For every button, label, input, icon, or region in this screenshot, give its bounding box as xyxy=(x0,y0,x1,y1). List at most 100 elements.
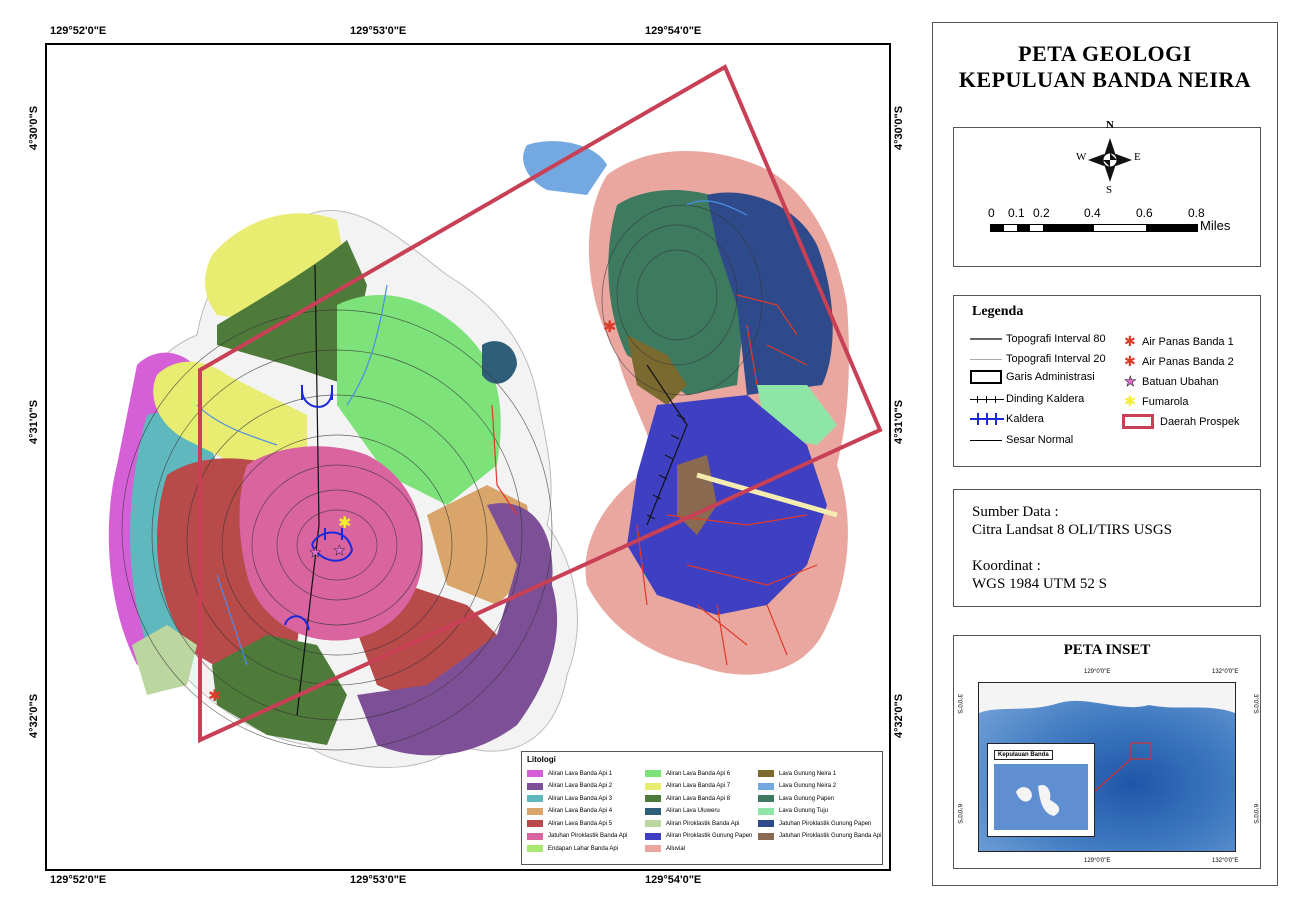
litologi-swatch xyxy=(527,832,543,840)
hotspring-2-marker: ✱ xyxy=(208,686,221,705)
inset-tick-bottom-1: 129°0'0"E xyxy=(1084,858,1111,864)
inset-map[interactable]: Kepulauan Banda xyxy=(978,682,1236,852)
inset-islands xyxy=(1016,784,1060,816)
litologi-swatch xyxy=(527,820,543,827)
coord-bottom-3: 129°54'0"E xyxy=(645,874,702,886)
map-canvas: ✱ ✱ ✱ ★ ★ xyxy=(108,64,883,768)
inset-tick-left-2: 6°0'0"S xyxy=(956,804,962,824)
scale-tick-0: 0 xyxy=(988,206,995,220)
coord-left-2: 4°31'0"S xyxy=(28,399,40,444)
litologi-swatch xyxy=(527,770,543,777)
scale-bar xyxy=(990,224,1198,232)
litologi-swatch xyxy=(758,782,774,790)
fumarole-marker: ✱ xyxy=(338,513,351,532)
scale-tick-1: 0.1 xyxy=(1008,206,1025,220)
fumarole-icon: ✱ xyxy=(1124,393,1136,409)
litologi-swatch xyxy=(527,845,543,852)
litologi-swatch xyxy=(758,807,774,815)
legend-altered: ★ Batuan Ubahan xyxy=(1124,373,1219,390)
coord-right-1: 4°30'0"S xyxy=(893,105,905,150)
litologi-swatch xyxy=(645,832,661,840)
inset-tick-top-1: 129°0'0"E xyxy=(1084,669,1111,675)
unit-lava-api-7-west xyxy=(153,361,307,465)
north-label: N xyxy=(1106,119,1114,131)
legend-hotspring-2: ✱ Air Panas Banda 2 xyxy=(1124,353,1234,369)
litologi-item: Lava Gunung Papen xyxy=(758,795,834,802)
fault-lines xyxy=(296,264,688,716)
litologi-label: Aliran Lava Uluweru xyxy=(666,808,720,814)
litologi-swatch xyxy=(527,782,543,790)
litologi-swatch xyxy=(645,820,661,827)
east-label: E xyxy=(1134,151,1141,163)
litologi-label: Aliran Lava Banda Api 4 xyxy=(548,808,613,814)
north-arrow-icon xyxy=(1088,138,1132,182)
side-panel: PETA GEOLOGI KEPULUAN BANDA NEIRA N S W … xyxy=(932,22,1278,886)
litologi-label: Lava Gunung Papen xyxy=(779,795,835,802)
scale-unit: Miles xyxy=(1200,218,1231,233)
map-title-line2: KEPULUAN BANDA NEIRA xyxy=(958,67,1252,92)
inset-pointer xyxy=(1094,758,1132,792)
litologi-label: Lava Gunung Neira 2 xyxy=(779,783,837,789)
unit-pyro-banda-api-east xyxy=(677,455,717,535)
litologi-label: Endapan Lahar Banda Api xyxy=(548,845,619,852)
legend-fumarole: ✱ Fumarola xyxy=(1124,393,1189,409)
source-label: Sumber Data : xyxy=(972,504,1059,520)
litologi-swatch xyxy=(645,770,661,777)
litologi-item: Aliran Lava Banda Api 3 xyxy=(527,795,612,802)
caldera-arcs xyxy=(284,385,354,631)
coord-bottom-1: 129°52'0"E xyxy=(50,874,107,886)
unit-pyro-flow xyxy=(132,625,197,695)
litologi-item: Aliran Piroklastik Gunung Papen xyxy=(645,832,753,840)
coord-top-1: 129°52'0"E xyxy=(50,25,107,37)
litologi-item: Aliran Piroklastik Banda Api xyxy=(645,820,739,827)
prospect-area xyxy=(198,64,883,744)
west-label: W xyxy=(1076,151,1087,163)
litologi-swatch xyxy=(527,795,543,802)
litologi-swatch xyxy=(645,782,661,790)
litologi-item: Jatuhan Piroklastik Banda Api xyxy=(527,832,627,840)
coord-right-2: 4°31'0"S xyxy=(893,399,905,444)
inset-tick-bottom-2: 132°0'0"E xyxy=(1212,858,1239,864)
unit-neira-2 xyxy=(523,141,607,195)
litologi-label: Aliran Piroklastik Banda Api xyxy=(666,820,740,827)
litologi-label: Lava Gunung Tuju xyxy=(779,808,829,814)
coord-right-3: 4°32'0"S xyxy=(893,693,905,738)
hotspring-1-marker: ✱ xyxy=(603,317,616,336)
coord-bottom-2: 129°53'0"E xyxy=(350,874,407,886)
litologi-label: Aliran Lava Banda Api 1 xyxy=(548,770,613,777)
litologi-label: Jatuhan Piroklastik Gunung Banda Api xyxy=(779,833,882,839)
inset-focus-box xyxy=(1130,742,1152,760)
litologi-swatch xyxy=(758,795,774,802)
legend-hotspring-1: ✱ Air Panas Banda 1 xyxy=(1124,333,1234,349)
litologi-label: Aliran Lava Banda Api 7 xyxy=(666,783,731,789)
litologi-label: Aliran Lava Banda Api 2 xyxy=(548,783,613,789)
litologi-item: Lava Gunung Neira 1 xyxy=(758,770,836,777)
litologi-swatch xyxy=(645,807,661,815)
litologi-item: Aliran Lava Banda Api 7 xyxy=(645,782,731,790)
caldera-wall-icon xyxy=(970,395,1004,403)
south-label: S xyxy=(1106,184,1113,196)
litologi-item: Jatuhan Piroklastik Gunung Papen xyxy=(758,820,871,827)
scale-tick-4: 0.6 xyxy=(1136,206,1153,220)
inset-tick-right-2: 6°0'0"S xyxy=(1252,804,1258,824)
litologi-item: Aliran Lava Banda Api 4 xyxy=(527,807,613,815)
unit-lava-api-6 xyxy=(337,295,501,505)
coord-top-3: 129°54'0"E xyxy=(645,25,702,37)
geology-map[interactable]: ✱ ✱ ✱ ★ ★ Litologi Aliran Lava Banda Api… xyxy=(45,43,891,871)
litologi-label: Aliran Lava Banda Api 3 xyxy=(548,795,613,802)
unit-neira-1 xyxy=(627,335,687,405)
legend-caldera-wall: Dinding Kaldera xyxy=(970,393,1084,405)
inset-zoom: Kepulauan Banda xyxy=(987,743,1095,837)
litologi-item: Aliran Lava Banda Api 8 xyxy=(645,795,730,802)
compass-scale-box: N S W E 0 0.1 0.2 0.4 0.6 0.8 Miles xyxy=(953,119,1261,267)
scale-tick-2: 0.2 xyxy=(1033,206,1050,220)
inset-tick-top-2: 132°0'0"E xyxy=(1212,669,1239,675)
legend-prospect: Daerah Prospek xyxy=(1122,414,1240,429)
litologi-label: Jatuhan Piroklastik Gunung Papen xyxy=(779,820,872,827)
inset-tick-left-1: 3°0'0"S xyxy=(956,694,962,714)
caldera-icon xyxy=(970,413,1004,425)
legend-box: Legenda Topografi Interval 80 Topografi … xyxy=(953,295,1261,467)
litologi-label: Aliran Piroklastik Gunung Papen xyxy=(666,833,753,839)
caldera-wall xyxy=(646,414,686,520)
hotspring-icon: ✱ xyxy=(1124,353,1136,369)
